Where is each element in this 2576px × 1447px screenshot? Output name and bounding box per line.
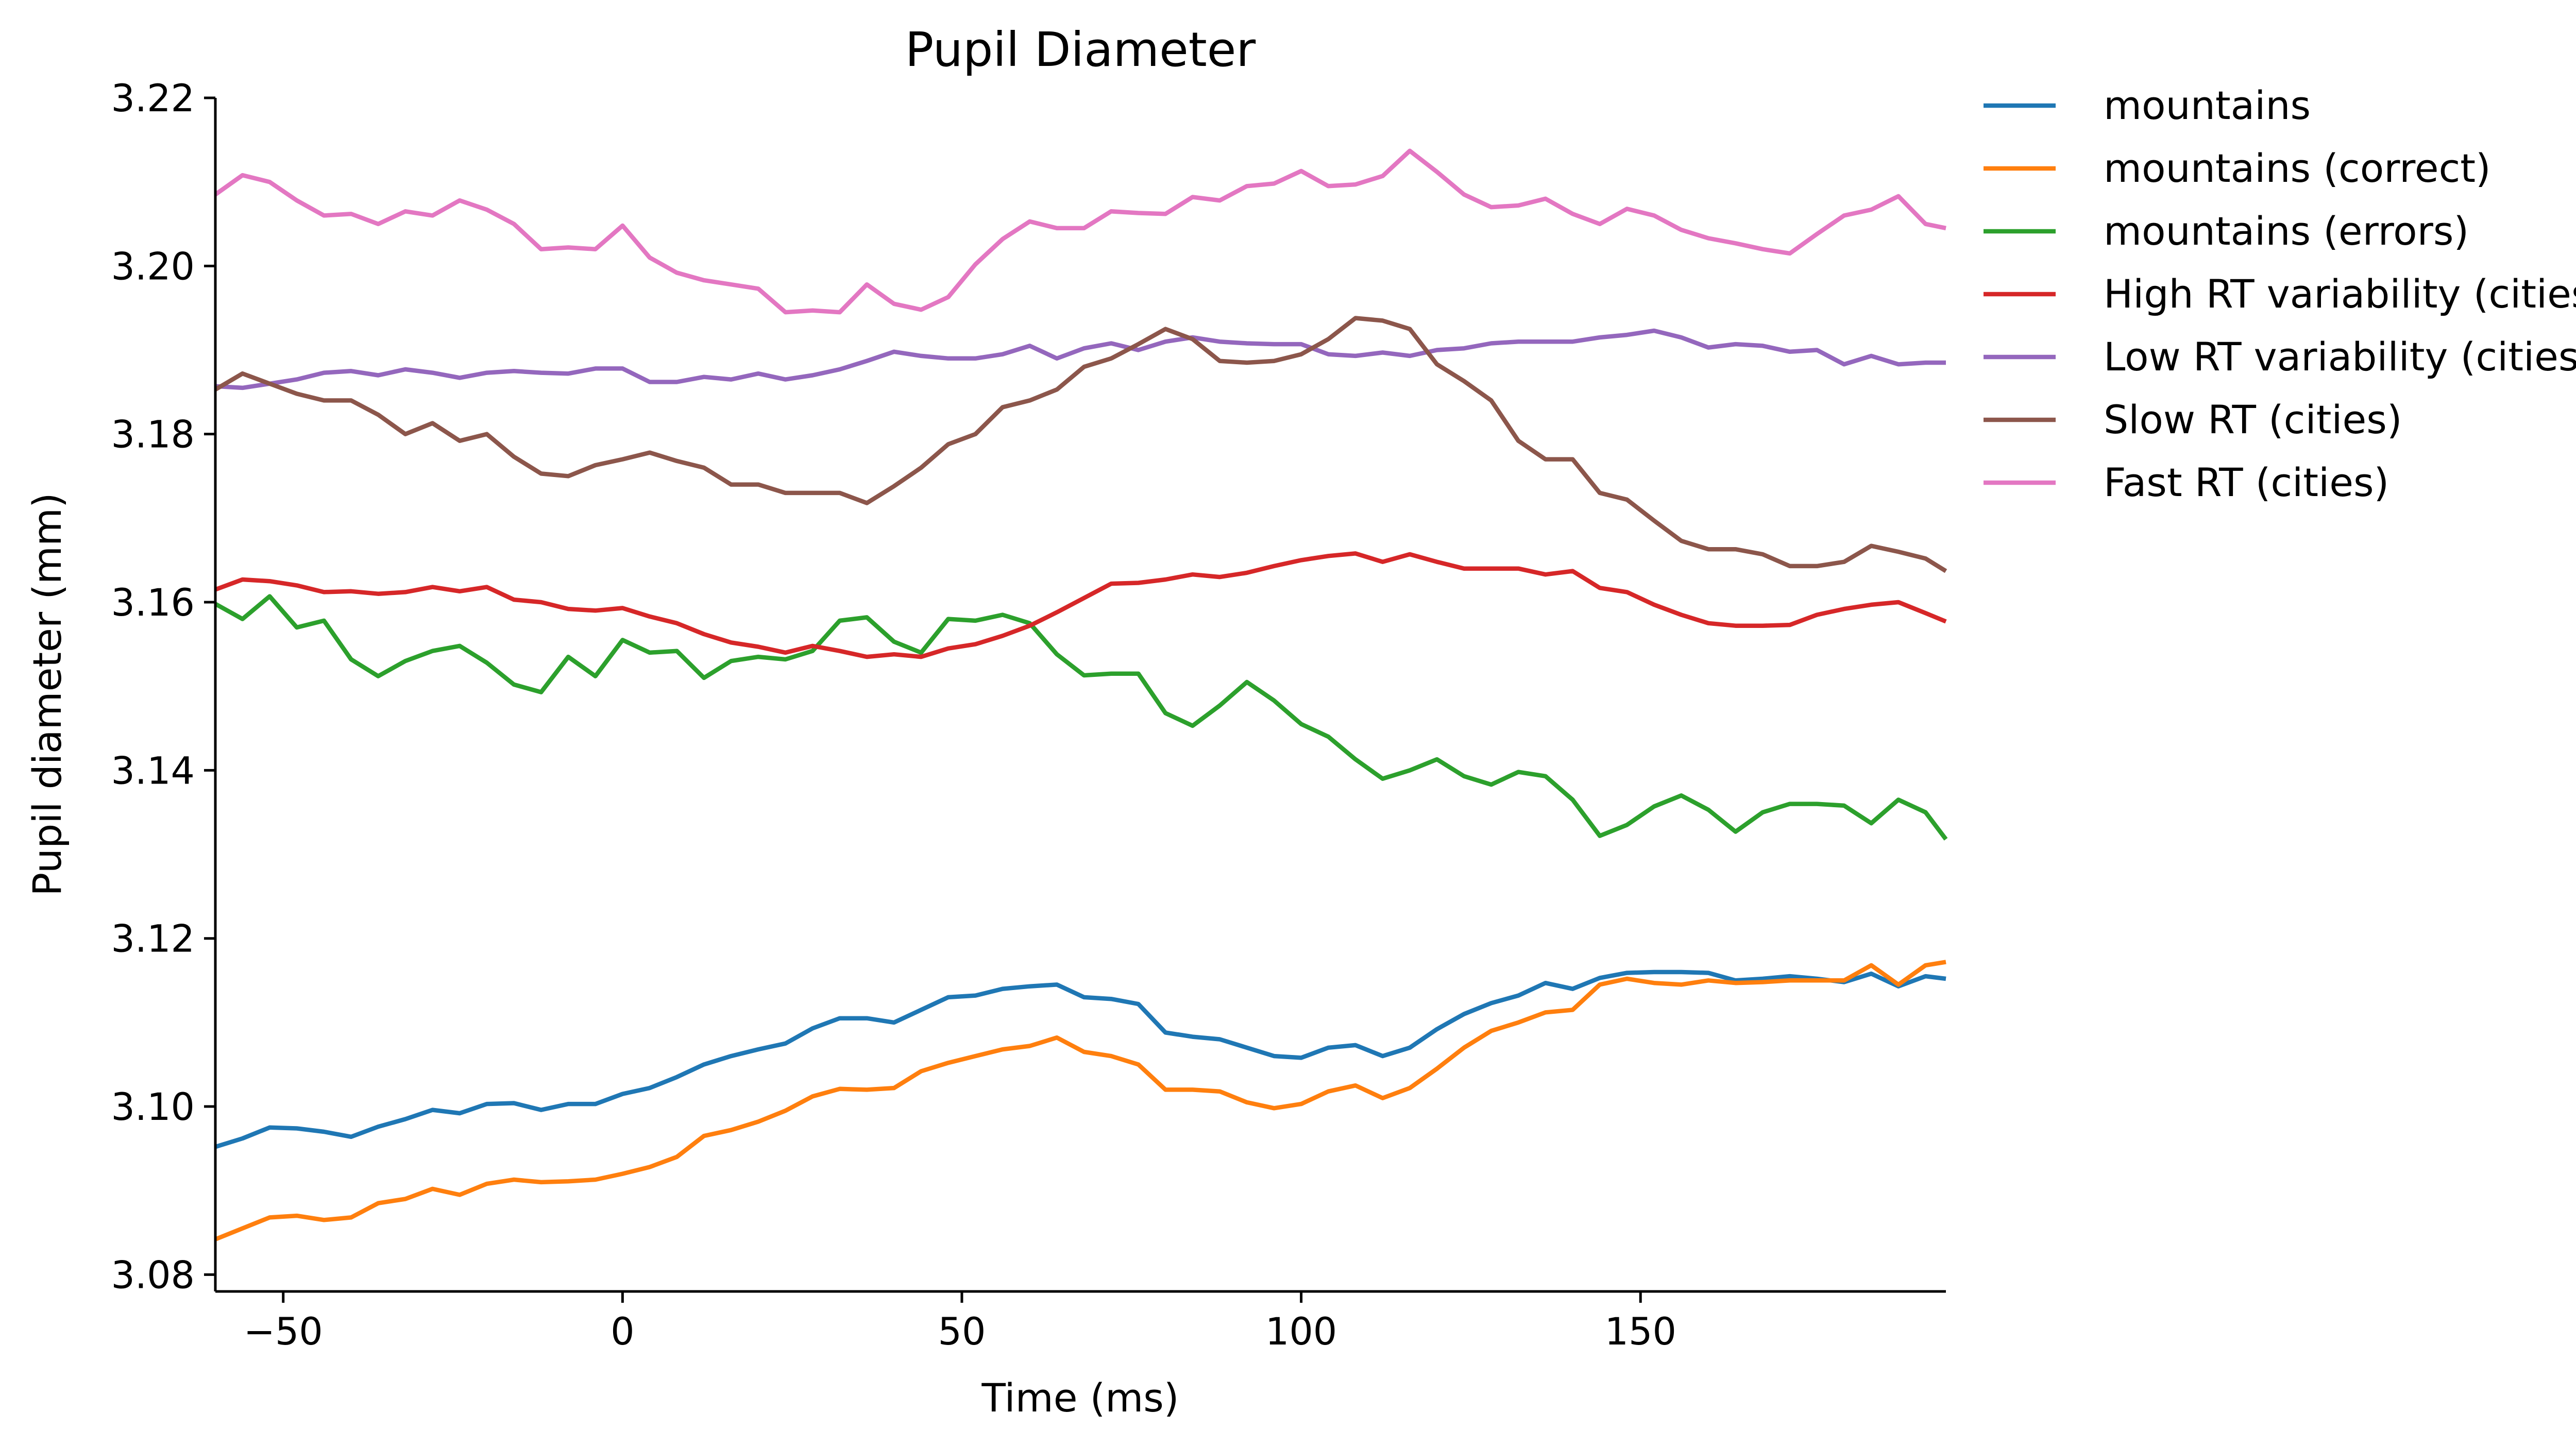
legend-label: mountains (2104, 82, 2311, 128)
y-tick-label: 3.18 (111, 413, 195, 457)
y-tick-label: 3.12 (111, 917, 195, 961)
legend-label: mountains (errors) (2104, 208, 2469, 254)
series-layer (214, 148, 1948, 1241)
y-axis-label: Pupil diameter (mm) (24, 492, 70, 896)
x-axis-label: Time (ms) (981, 1375, 1179, 1421)
x-tick-label: 100 (1265, 1310, 1337, 1354)
y-tick-label: 3.08 (111, 1253, 195, 1297)
y-tick-label: 3.20 (111, 245, 195, 288)
legend-label: mountains (correct) (2104, 145, 2491, 191)
y-tick-label: 3.10 (111, 1085, 195, 1129)
y-tick-label: 3.22 (111, 77, 195, 121)
series-line-4 (214, 551, 1947, 659)
y-tick-label: 3.14 (111, 749, 195, 793)
legend-label: Low RT variability (cities) (2104, 334, 2576, 380)
y-tick-label: 3.16 (111, 581, 195, 625)
series-line-7 (214, 148, 1946, 315)
series-line-5 (215, 328, 1946, 390)
x-tick-label: 150 (1605, 1310, 1676, 1354)
x-axis-ticks: −50 0 50 100 150 (244, 1291, 1676, 1354)
chart-title: Pupil Diameter (905, 22, 1256, 77)
legend-label: Slow RT (cities) (2104, 397, 2402, 442)
x-tick-label: 50 (938, 1310, 986, 1354)
series-line-1 (214, 969, 1946, 1149)
y-axis-ticks: 3.08 3.10 3.12 3.14 3.16 3.18 3.20 3.22 (111, 77, 215, 1297)
series-line-2 (214, 960, 1946, 1241)
x-tick-label: 0 (611, 1310, 634, 1354)
legend-label: High RT variability (cities) (2104, 271, 2576, 317)
legend: mountains mountains (correct) mountains (e… (1984, 82, 2576, 505)
series-line-6 (214, 316, 1947, 573)
legend-label: Fast RT (cities) (2104, 459, 2389, 505)
series-line-3 (214, 594, 1948, 841)
x-tick-label: −50 (244, 1310, 323, 1354)
